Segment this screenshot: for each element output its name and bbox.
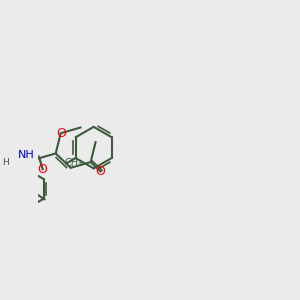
Text: CH₃: CH₃ — [65, 158, 83, 168]
Text: NH: NH — [18, 150, 34, 161]
Text: H: H — [3, 158, 9, 166]
Text: O: O — [56, 127, 66, 140]
Text: O: O — [96, 165, 106, 178]
Text: O: O — [38, 163, 48, 176]
